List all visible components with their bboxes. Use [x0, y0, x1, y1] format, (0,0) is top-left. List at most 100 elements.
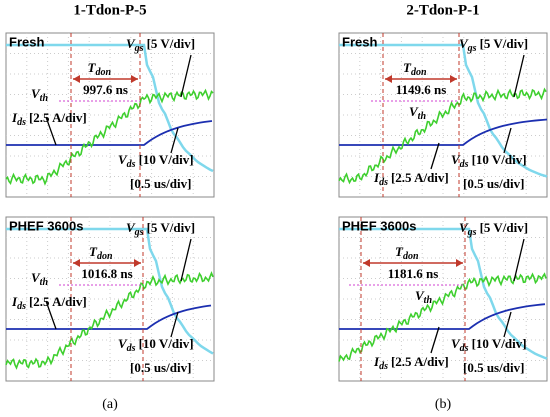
vgs-label-scale: [5 V/div]: [480, 36, 529, 51]
vds-label: Vds [10 V/div]: [451, 152, 527, 170]
delay-value: 997.6 ns: [83, 82, 128, 97]
pointer: [45, 300, 57, 330]
vds-label-sub: ds: [127, 159, 136, 170]
vth-label-symbol: V: [415, 288, 425, 303]
vgs-label-scale: [5 V/div]: [147, 36, 196, 51]
vth-label-symbol: V: [31, 270, 41, 285]
pointer: [430, 142, 440, 170]
scope-panel: PHEF 3600s Vgs [5 V/div] Tdon 1016.8 ns Vth Id…: [5, 216, 215, 382]
tdon-label-sub: don: [95, 67, 111, 78]
pointer: [45, 116, 57, 146]
vgs-label: Vgs [5 V/div]: [126, 220, 195, 238]
pointer: [430, 326, 440, 354]
delay-value: 1016.8 ns: [81, 266, 132, 281]
vds-label-symbol: V: [451, 336, 461, 351]
time-scale: [0.5 us/div]: [130, 176, 191, 191]
vgs-label-sub: gs: [134, 43, 144, 54]
vds-label: Vds [10 V/div]: [451, 336, 527, 354]
tdon-label: Tdon: [403, 60, 427, 78]
vds-trace: [6, 304, 212, 330]
vds-trace: [339, 303, 546, 330]
ids-label: Ids [2.5 A/div]: [373, 170, 449, 188]
vgs-trace: [6, 227, 214, 355]
ids-label-scale: [2.5 A/div]: [391, 354, 449, 369]
pointer: [170, 311, 179, 338]
scope-panel: Fresh Vgs [5 V/div] Tdon 997.6 ns Vth Ids [2.5 …: [5, 32, 215, 198]
tdon-label: Tdon: [395, 244, 419, 262]
vth-label-sub: th: [40, 93, 49, 104]
vds-label-scale: [10 V/div]: [472, 152, 527, 167]
vds-trace: [339, 118, 548, 146]
vgs-label: Vgs [5 V/div]: [459, 36, 528, 54]
vds-label-sub: ds: [460, 159, 469, 170]
ids-trace: [338, 87, 547, 185]
vgs-label: Vgs [5 V/div]: [126, 36, 195, 54]
tdon-label-symbol: T: [88, 60, 97, 75]
vth-label-symbol: V: [409, 104, 419, 119]
vds-label-scale: [10 V/div]: [139, 336, 194, 351]
vds-label-scale: [10 V/div]: [139, 152, 194, 167]
time-scale: [0.5 us/div]: [463, 360, 524, 375]
condition-label: Fresh: [9, 34, 44, 49]
vds-label-sub: ds: [127, 343, 136, 354]
arrow-head: [73, 75, 138, 83]
pointer: [180, 238, 192, 282]
ids-label-symbol: I: [373, 170, 380, 185]
tdon-label: Tdon: [89, 244, 113, 262]
pointer: [513, 238, 525, 282]
vgs-label: Vgs [5 V/div]: [459, 220, 528, 238]
vgs-label-sub: gs: [467, 227, 477, 238]
vgs-label-symbol: V: [126, 220, 136, 235]
delay-value: 1181.6 ns: [388, 266, 439, 281]
title: 2-Tdon-P-1: [406, 2, 479, 18]
ids-label-sub: ds: [17, 301, 26, 312]
vth-label-symbol: V: [31, 86, 41, 101]
vds-label: Vds [10 V/div]: [118, 152, 194, 170]
ids-label-symbol: I: [373, 354, 380, 369]
vth-label: Vth: [31, 270, 48, 288]
pointer: [180, 54, 192, 98]
vgs-label-sub: gs: [134, 227, 144, 238]
time-scale: [0.5 us/div]: [463, 176, 524, 191]
vgs-label-symbol: V: [126, 36, 136, 51]
tdon-label-sub: don: [97, 251, 113, 262]
vds-label-sub: ds: [460, 343, 469, 354]
ids-label-scale: [2.5 A/div]: [29, 110, 87, 125]
vth-label: Vth: [31, 86, 48, 104]
ids-label-scale: [2.5 A/div]: [391, 170, 449, 185]
ids-label-symbol: I: [11, 110, 18, 125]
vgs-label-scale: [5 V/div]: [480, 220, 529, 235]
vds-label: Vds [10 V/div]: [118, 336, 194, 354]
vgs-label-scale: [5 V/div]: [147, 220, 196, 235]
title: 1-Tdon-P-5: [73, 2, 146, 18]
pointer: [503, 127, 512, 154]
vth-label-sub: th: [424, 295, 433, 306]
ids-label-symbol: I: [11, 294, 18, 309]
vth-label-sub: th: [418, 111, 427, 122]
vds-label-symbol: V: [118, 336, 128, 351]
vth-label: Vth: [409, 104, 426, 122]
ids-label: Ids [2.5 A/div]: [373, 354, 449, 372]
vgs-label-symbol: V: [459, 220, 469, 235]
tdon-label: Tdon: [88, 60, 112, 78]
pointer: [170, 127, 179, 154]
tdon-label-symbol: T: [89, 244, 98, 259]
ids-label: Ids [2.5 A/div]: [11, 294, 87, 312]
ids-trace: [338, 272, 547, 362]
tdon-label-sub: don: [411, 67, 427, 78]
vgs-label-symbol: V: [459, 36, 469, 51]
vgs-trace: [6, 43, 214, 173]
vds-label-symbol: V: [451, 152, 461, 167]
condition-label: PHEF 3600s: [342, 218, 416, 233]
vds-label-scale: [10 V/div]: [472, 336, 527, 351]
vgs-trace: [339, 43, 548, 178]
ids-trace: [5, 88, 214, 186]
caption: (b): [435, 397, 452, 412]
condition-label: Fresh: [342, 34, 377, 49]
time-scale: [0.5 us/div]: [130, 360, 191, 375]
scope-panel: PHEF 3600s Vgs [5 V/div] Tdon 1181.6 ns Vth Id…: [338, 216, 548, 382]
ids-label-sub: ds: [379, 361, 388, 372]
tdon-label-symbol: T: [395, 244, 404, 259]
